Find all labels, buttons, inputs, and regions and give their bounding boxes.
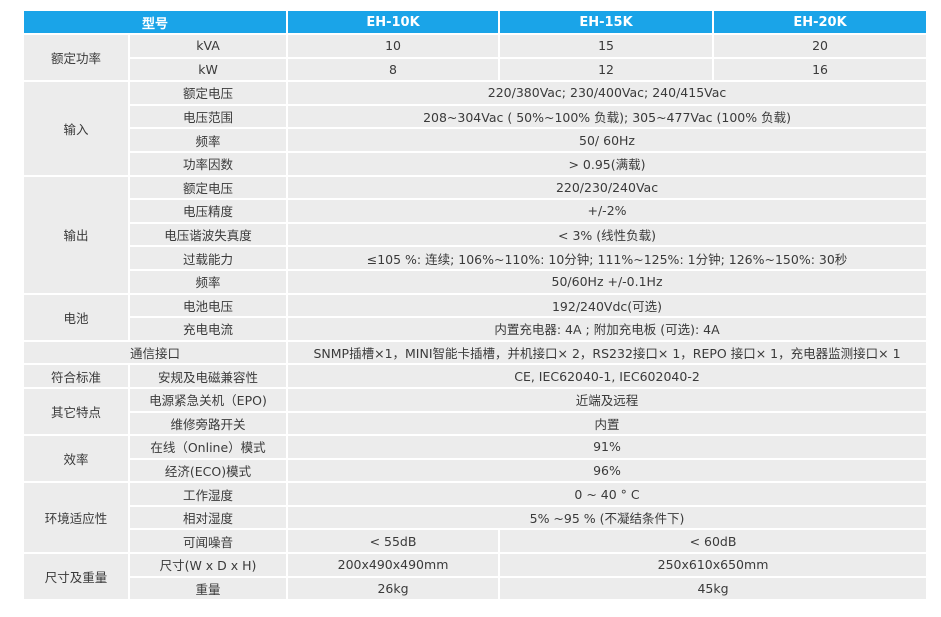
cell-value: 45kg (500, 577, 927, 600)
table-row: 频率 50/60Hz +/-0.1Hz (24, 270, 927, 293)
row-label: 频率 (130, 129, 287, 151)
cell-value: 208~304Vac ( 50%~100% 负载); 305~477Vac (1… (288, 105, 927, 128)
row-label: 电压范围 (130, 105, 287, 128)
table-row: 效率 在线（Online）模式 91% (24, 436, 927, 482)
cell-value: 50/ 60Hz (288, 129, 927, 151)
row-label: kVA (130, 35, 287, 57)
header-model: 型号 (24, 11, 287, 33)
cell-value: 内置充电器: 4A ; 附加充电板 (可选): 4A (288, 318, 927, 340)
table-row: 输出 额定电压 220/230/240Vac (24, 176, 927, 293)
cell-value: < 55dB (288, 530, 499, 553)
row-label: 频率 (130, 270, 287, 293)
cell-value: 220/380Vac; 230/400Vac; 240/415Vac (288, 82, 927, 104)
table-row: 电压谐波失真度 < 3% (线性负载) (24, 223, 927, 246)
cell-value: < 60dB (500, 530, 927, 553)
cell-value: ≤105 %: 连续; 106%~110%: 10分钟; 111%~125%: … (288, 247, 927, 269)
table-row: 其它特点 电源紧急关机（EPO) 近端及远程 (24, 388, 927, 435)
cell-value: 10 (288, 35, 499, 57)
table-row: 环境适应性 工作湿度 0 ~ 40 ° C (24, 483, 927, 553)
row-label: 功率因数 (130, 152, 287, 175)
group-label: 输出 (24, 176, 128, 293)
cell-value: 200x490x490mm (288, 554, 499, 576)
table-row: 电压精度 +/-2% (24, 200, 927, 222)
row-label: 额定电压 (130, 176, 287, 199)
row-label: 安规及电磁兼容性 (130, 365, 287, 387)
cell-value: CE, IEC62040-1, IEC602040-2 (288, 365, 927, 387)
cell-value: 近端及远程 (288, 388, 927, 411)
group-label: 环境适应性 (24, 483, 128, 553)
cell-value: < 3% (线性负载) (288, 223, 927, 246)
row-label: 工作湿度 (130, 483, 287, 505)
cell-value: 26kg (288, 577, 499, 600)
table-row: 通信接口 SNMP插槽×1，MINI智能卡插槽，并机接口× 2，RS232接口×… (24, 341, 927, 364)
cell-value: 250x610x650mm (500, 554, 927, 576)
table-row: 尺寸及重量 尺寸(W x D x H) 200x490x490mm 250x61… (24, 554, 927, 600)
table-row: 符合标准 安规及电磁兼容性 CE, IEC62040-1, IEC602040-… (24, 365, 927, 387)
header-row: 型号 EH-10K EH-15K EH-20K (24, 11, 927, 33)
cell-value: 20 (714, 35, 927, 57)
row-label: 重量 (130, 577, 287, 600)
table-row: kW 8 12 16 (24, 58, 927, 81)
table-row: 过载能力 ≤105 %: 连续; 106%~110%: 10分钟; 111%~1… (24, 247, 927, 269)
cell-value: 96% (288, 459, 927, 482)
cell-value: +/-2% (288, 200, 927, 222)
row-label: 尺寸(W x D x H) (130, 554, 287, 576)
row-label: 电池电压 (130, 294, 287, 317)
table-row: 可闻噪音 < 55dB < 60dB (24, 530, 927, 553)
cell-value: 12 (500, 58, 713, 81)
row-label: 过载能力 (130, 247, 287, 269)
group-label: 效率 (24, 436, 128, 482)
cell-value: 91% (288, 436, 927, 458)
group-label: 尺寸及重量 (24, 554, 128, 600)
header-col-eh20k: EH-20K (714, 11, 927, 33)
cell-value: 16 (714, 58, 927, 81)
row-label: 可闻噪音 (130, 530, 287, 553)
row-label: kW (130, 58, 287, 81)
row-label: 通信接口 (24, 341, 287, 364)
table-row: 电池 电池电压 192/240Vdc(可选) (24, 294, 927, 340)
table-row: 输入 额定电压 220/380Vac; 230/400Vac; 240/415V… (24, 82, 927, 175)
cell-value: 192/240Vdc(可选) (288, 294, 927, 317)
row-label: 经济(ECO)模式 (130, 459, 287, 482)
table-row: 经济(ECO)模式 96% (24, 459, 927, 482)
table-row: 维修旁路开关 内置 (24, 412, 927, 435)
table-row: 功率因数 > 0.95(满载) (24, 152, 927, 175)
table-row: 频率 50/ 60Hz (24, 129, 927, 151)
table-row: 相对湿度 5% ~95 % (不凝结条件下) (24, 506, 927, 529)
row-label: 在线（Online）模式 (130, 436, 287, 458)
table-row: 充电电流 内置充电器: 4A ; 附加充电板 (可选): 4A (24, 318, 927, 340)
cell-value: 50/60Hz +/-0.1Hz (288, 270, 927, 293)
row-label: 电源紧急关机（EPO) (130, 388, 287, 411)
cell-value: > 0.95(满载) (288, 152, 927, 175)
header-col-eh15k: EH-15K (500, 11, 713, 33)
cell-value: 8 (288, 58, 499, 81)
cell-value: SNMP插槽×1，MINI智能卡插槽，并机接口× 2，RS232接口× 1，RE… (288, 341, 927, 364)
header-col-eh10k: EH-10K (288, 11, 499, 33)
cell-value: 0 ~ 40 ° C (288, 483, 927, 505)
row-label: 电压谐波失真度 (130, 223, 287, 246)
group-label: 符合标准 (24, 365, 128, 387)
spec-table: 型号 EH-10K EH-15K EH-20K 额定功率 kVA 10 15 2… (22, 9, 928, 601)
table-row: 额定功率 kVA 10 15 20 (24, 35, 927, 81)
row-label: 电压精度 (130, 200, 287, 222)
group-label: 电池 (24, 294, 128, 340)
table-row: 重量 26kg 45kg (24, 577, 927, 600)
cell-value: 5% ~95 % (不凝结条件下) (288, 506, 927, 529)
cell-value: 220/230/240Vac (288, 176, 927, 199)
cell-value: 15 (500, 35, 713, 57)
group-label: 输入 (24, 82, 128, 175)
cell-value: 内置 (288, 412, 927, 435)
table-row: 电压范围 208~304Vac ( 50%~100% 负载); 305~477V… (24, 105, 927, 128)
group-label: 额定功率 (24, 35, 128, 81)
row-label: 相对湿度 (130, 506, 287, 529)
row-label: 维修旁路开关 (130, 412, 287, 435)
group-label: 其它特点 (24, 388, 128, 435)
row-label: 充电电流 (130, 318, 287, 340)
row-label: 额定电压 (130, 82, 287, 104)
